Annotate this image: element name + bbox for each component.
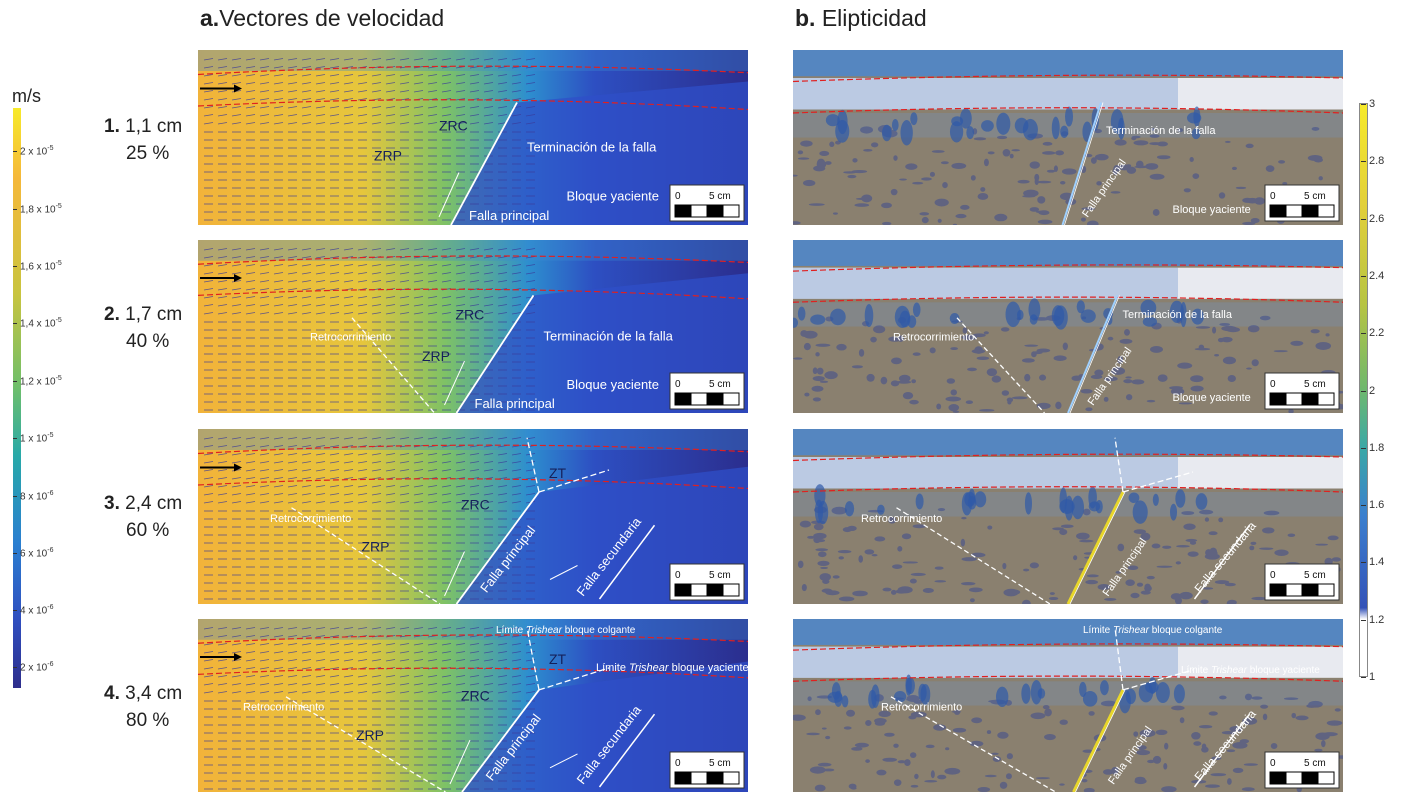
scale-bar-zero: 0 (1270, 758, 1276, 769)
main-fault-trace (450, 102, 518, 225)
scale-bar-5cm: 5 cm (1304, 758, 1326, 769)
scale-bar: 0 5 cm (1264, 751, 1340, 789)
zone-label-zrc: ZRC (461, 687, 490, 703)
backthrust-trace (351, 317, 435, 413)
ellipticity-colorbar-tick: 1.6 (1360, 499, 1385, 512)
fault-tip-label: Terminación de la falla (1123, 309, 1233, 321)
ellipticity-panel-2: Retrocorrimiento Terminación de la falla F… (793, 240, 1343, 413)
velocity-panel-1: ZRC ZRP Terminación de la falla Bloque yaci… (198, 50, 748, 225)
title-b: b. Elipticidad (795, 5, 927, 31)
zone-label-zrp: ZRP (356, 727, 384, 743)
velocity-colorbar-tick: 1,2 x 10-5 (13, 375, 62, 388)
velocity-colorbar-tick: 2 x 10-5 (12, 145, 54, 158)
scale-bar-zero: 0 (675, 379, 681, 390)
ellipticity-colorbar-tick: 2.2 (1360, 327, 1385, 340)
footwall-label: Bloque yaciente (1173, 392, 1251, 404)
scale-bar-zero: 0 (675, 191, 681, 202)
scale-bar-5cm: 5 cm (709, 758, 731, 769)
ellipticity-colorbar-tick: 2.8 (1360, 155, 1385, 168)
ellipticity-colorbar-tick: 1.2 (1360, 613, 1385, 626)
scale-bar-5cm: 5 cm (1304, 379, 1326, 390)
zone-label-zrp: ZRP (362, 539, 390, 555)
fault-tip-label: Terminación de la falla (527, 140, 657, 155)
main-fault-label: Falla principal (469, 208, 549, 223)
velocity-colorbar-tick: 1 x 10-5 (12, 432, 54, 445)
scale-bar-5cm: 5 cm (1304, 570, 1326, 581)
trishear-limit-label: Límite Trishear bloque colgante (1083, 625, 1223, 636)
velocity-colorbar (13, 108, 21, 688)
ellipticity-colorbar-tick: 3 (1360, 98, 1376, 110)
ellipticity-colorbar-tick: 2.4 (1360, 269, 1385, 282)
zone-label-zrc: ZRC (439, 118, 468, 134)
fault-tip-label: Terminación de la falla (544, 328, 674, 343)
row-label-3: 3. 2,4 cm 60 % (104, 493, 183, 541)
row-label-1: 1. 1,1 cm 25 % (104, 116, 183, 164)
backthrust-label: Retrocorrimiento (861, 513, 942, 525)
ellipticity-colorbar-tick: 1 (1360, 671, 1376, 683)
scale-bar-5cm: 5 cm (709, 570, 731, 581)
velocity-colorbar-tick: 4 x 10-6 (12, 604, 54, 617)
ellipticity-panel-4: Retrocorrimiento Falla principal Falla sec… (793, 619, 1343, 792)
zone-label-zrp: ZRP (422, 348, 450, 364)
backthrust-label: Retrocorrimiento (270, 513, 351, 525)
zone-label-zt: ZT (549, 651, 567, 667)
ellipticity-colorbar-tick: 1.4 (1360, 556, 1385, 569)
title-a: a.Vectores de velocidad (200, 5, 445, 31)
velocity-colorbar-tick: 8 x 10-6 (12, 490, 54, 503)
row-label-4: 4. 3,4 cm 80 % (104, 683, 183, 731)
scale-bar-zero: 0 (1270, 570, 1276, 581)
velocity-unit-label: m/s (12, 86, 41, 106)
zone-label-zrc: ZRC (461, 497, 490, 513)
backthrust-label: Retrocorrimiento (243, 702, 324, 714)
ellipticity-panel-3: Retrocorrimiento Falla principal Falla sec… (793, 429, 1343, 604)
scale-bar-zero: 0 (1270, 191, 1276, 202)
velocity-colorbar-tick: 2 x 10-6 (12, 661, 54, 674)
trishear-limit-label: Límite Trishear bloque yaciente (1181, 665, 1320, 676)
velocity-colorbar-tick: 1,8 x 10-5 (13, 203, 62, 216)
zone-label-zrc: ZRC (456, 307, 485, 323)
scale-bar: 0 5 cm (1264, 563, 1340, 601)
velocity-colorbar-tick: 1,6 x 10-5 (13, 260, 62, 273)
main-fault-trace (455, 294, 535, 413)
row-label-2: 2. 1,7 cm 40 % (104, 304, 183, 352)
zone-label-zrp: ZRP (374, 147, 402, 163)
velocity-panel-4: ZT ZRC ZRP Retrocorrimiento Falla principal F… (198, 619, 748, 792)
fault-tip-label: Terminación de la falla (1106, 125, 1216, 137)
scale-bar-zero: 0 (675, 758, 681, 769)
scale-bar: 0 5 cm (669, 563, 745, 601)
velocity-colorbar-tick: 6 x 10-6 (12, 547, 54, 560)
scale-bar: 0 5 cm (669, 751, 745, 789)
backthrust-label: Retrocorrimiento (893, 331, 974, 343)
velocity-panel-3: ZT ZRC ZRP Retrocorrimiento Falla principal F… (198, 429, 748, 604)
scale-bar: 0 5 cm (1264, 372, 1340, 410)
trishear-limit-label: Límite Trishear bloque colgante (496, 625, 636, 636)
velocity-panel-2: ZRC ZRP Retrocorrimiento Terminación de la … (198, 240, 748, 413)
main-fault-trace (455, 491, 540, 604)
backthrust-label: Retrocorrimiento (881, 702, 962, 714)
footwall-label: Bloque yaciente (567, 189, 660, 204)
scale-bar-5cm: 5 cm (1304, 191, 1326, 202)
velocity-colorbar-tick: 1,4 x 10-5 (13, 317, 62, 330)
ellipticity-colorbar (1359, 103, 1368, 677)
ellipticity-colorbar-tick: 2.6 (1360, 212, 1385, 225)
backthrust-label: Retrocorrimiento (310, 331, 391, 343)
ellipticity-colorbar-tick: 2 (1360, 384, 1376, 397)
zone-label-zt: ZT (549, 465, 567, 481)
main-fault-trace (461, 689, 540, 792)
footwall-label: Bloque yaciente (567, 377, 660, 392)
scale-bar-5cm: 5 cm (709, 379, 731, 390)
footwall-label: Bloque yaciente (1173, 204, 1251, 216)
scale-bar: 0 5 cm (669, 184, 745, 222)
backthrust-trace (285, 696, 446, 792)
ellipticity-colorbar-tick: 1.8 (1360, 441, 1385, 454)
backthrust-trace (291, 507, 441, 604)
scale-bar-5cm: 5 cm (709, 191, 731, 202)
ellipticity-panel-1: Terminación de la falla Falla principal Bl… (793, 50, 1343, 225)
trishear-limit-label: Límite Trishear bloque yaciente (596, 662, 748, 674)
main-fault-label: Falla principal (475, 396, 555, 411)
scale-bar-zero: 0 (1270, 379, 1276, 390)
scale-bar: 0 5 cm (1264, 184, 1340, 222)
scale-bar: 0 5 cm (669, 372, 745, 410)
scale-bar-zero: 0 (675, 570, 681, 581)
